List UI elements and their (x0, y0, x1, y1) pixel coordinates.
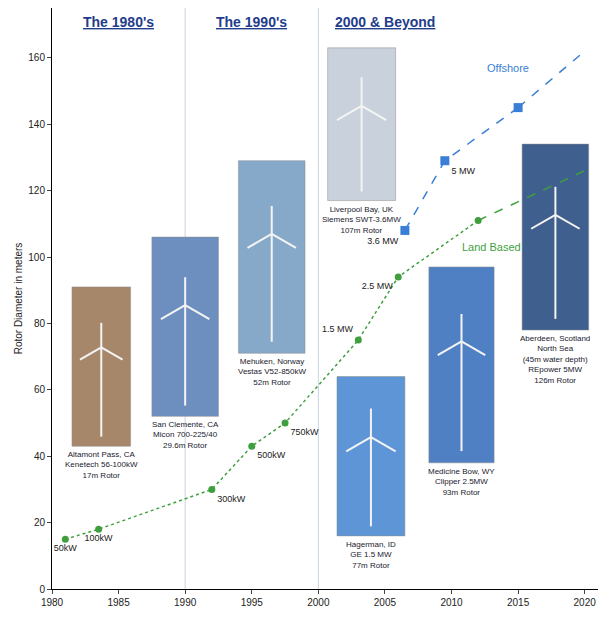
svg-text:San Clemente, CAMicon 700-225/: San Clemente, CAMicon 700-225/4029.6m Ro… (152, 420, 219, 450)
svg-text:1980: 1980 (41, 597, 64, 608)
svg-text:Offshore: Offshore (487, 62, 529, 74)
svg-text:750kW: 750kW (290, 427, 319, 437)
svg-text:2000 & Beyond: 2000 & Beyond (335, 14, 435, 30)
svg-text:5 MW: 5 MW (451, 166, 475, 176)
svg-text:Altamont Pass, CAKenetech 56-1: Altamont Pass, CAKenetech 56-100kW17m Ro… (65, 450, 138, 480)
svg-text:2005: 2005 (374, 597, 397, 608)
svg-text:Rotor Diameter in meters: Rotor Diameter in meters (13, 243, 24, 355)
svg-text:2000: 2000 (307, 597, 330, 608)
svg-text:500kW: 500kW (257, 450, 286, 460)
svg-text:Hagerman, IDGE 1.5 MW77m Rotor: Hagerman, IDGE 1.5 MW77m Rotor (346, 540, 396, 570)
svg-text:80: 80 (34, 318, 46, 329)
svg-text:50kW: 50kW (54, 543, 78, 553)
svg-text:Liverpool Bay, UKSiemens SWT-3: Liverpool Bay, UKSiemens SWT-3.6MW107m R… (322, 205, 401, 235)
svg-text:Land Based: Land Based (462, 241, 521, 253)
svg-text:The 1990's: The 1990's (216, 14, 287, 30)
svg-text:1.5 MW: 1.5 MW (322, 324, 354, 334)
svg-text:0: 0 (39, 584, 45, 595)
svg-text:100: 100 (28, 252, 45, 263)
svg-text:1995: 1995 (241, 597, 264, 608)
svg-text:Mehuken, NorwayVestas V52-850k: Mehuken, NorwayVestas V52-850kW52m Rotor (238, 357, 306, 387)
svg-text:2015: 2015 (507, 597, 530, 608)
svg-text:Medicine Bow, WYClipper 2.5MW9: Medicine Bow, WYClipper 2.5MW93m Rotor (428, 467, 495, 497)
svg-text:100kW: 100kW (85, 533, 114, 543)
svg-text:Aberdeen, ScotlandNorth Sea(45: Aberdeen, ScotlandNorth Sea(45m water de… (520, 334, 590, 385)
svg-text:300kW: 300kW (217, 494, 246, 504)
svg-text:2020: 2020 (574, 597, 597, 608)
svg-text:40: 40 (34, 451, 46, 462)
svg-text:The 1980's: The 1980's (83, 14, 154, 30)
svg-text:1985: 1985 (107, 597, 130, 608)
svg-text:60: 60 (34, 384, 46, 395)
svg-text:140: 140 (28, 119, 45, 130)
svg-text:20: 20 (34, 517, 46, 528)
svg-text:160: 160 (28, 52, 45, 63)
svg-text:2010: 2010 (440, 597, 463, 608)
svg-text:1990: 1990 (174, 597, 197, 608)
svg-text:120: 120 (28, 185, 45, 196)
svg-text:2.5 MW: 2.5 MW (362, 281, 394, 291)
svg-text:3.6 MW: 3.6 MW (367, 236, 399, 246)
